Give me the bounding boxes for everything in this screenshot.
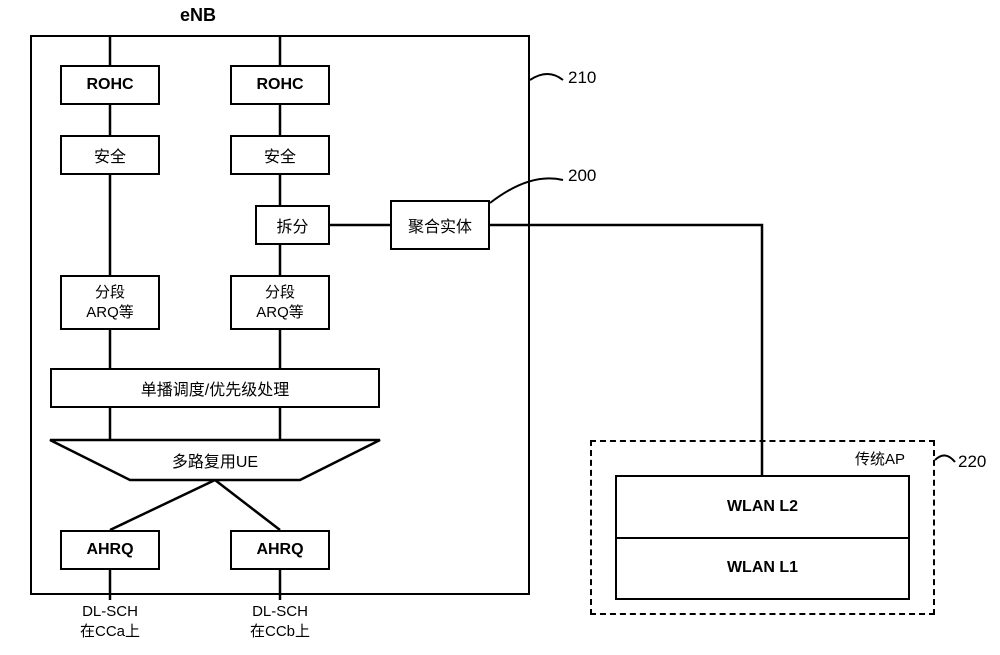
mux-label: 多路复用UE: [50, 448, 380, 472]
seg2-block: 分段 ARQ等: [230, 275, 330, 330]
dl1-line1: DL-SCH: [82, 603, 138, 620]
ahrq2-block: AHRQ: [230, 530, 330, 570]
rohc1-block: ROHC: [60, 65, 160, 105]
wlan-box: WLAN L2 WLAN L1: [615, 475, 910, 600]
ahrq1-block: AHRQ: [60, 530, 160, 570]
callout-210: 210: [568, 68, 596, 88]
sec2-block: 安全: [230, 135, 330, 175]
sec1-block: 安全: [60, 135, 160, 175]
enb-title: eNB: [180, 5, 216, 26]
wlan-l2-row: WLAN L2: [617, 477, 908, 539]
wlan-l1-row: WLAN L1: [617, 539, 908, 599]
callout-200: 200: [568, 166, 596, 186]
callout-220: 220: [958, 452, 986, 472]
dl1-label: DL-SCH 在CCa上: [55, 602, 165, 643]
rohc2-block: ROHC: [230, 65, 330, 105]
legacy-ap-title: 传统AP: [855, 448, 905, 469]
dl2-label: DL-SCH 在CCb上: [225, 602, 335, 643]
dl2-line2: 在CCb上: [250, 623, 310, 640]
split-block: 拆分: [255, 205, 330, 245]
agg-entity-block: 聚合实体: [390, 200, 490, 250]
seg1-block: 分段 ARQ等: [60, 275, 160, 330]
dl1-line2: 在CCa上: [80, 623, 140, 640]
sched-block: 单播调度/优先级处理: [50, 368, 380, 408]
dl2-line1: DL-SCH: [252, 603, 308, 620]
